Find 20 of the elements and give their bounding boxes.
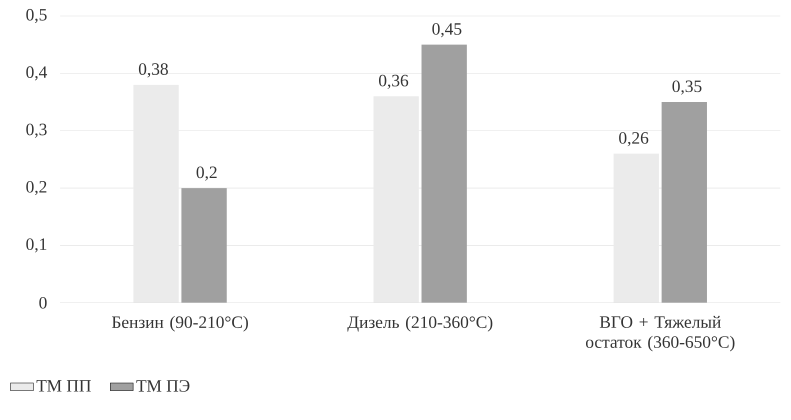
data-label: 0,35 bbox=[672, 80, 702, 95]
data-label: 0,45 bbox=[432, 23, 462, 38]
x-tick-label: ВГО + Тяжелый остаток (360-650°C) bbox=[586, 316, 734, 352]
y-tick-label: 0 bbox=[39, 296, 47, 309]
y-tick-label: 0,5 bbox=[26, 8, 47, 24]
data-label: 0,36 bbox=[379, 74, 408, 89]
bar bbox=[662, 102, 707, 303]
x-tick-label: Дизель (210-360°C) bbox=[347, 316, 492, 332]
data-label: 0,2 bbox=[196, 166, 217, 181]
y-tick-label: 0,4 bbox=[26, 66, 48, 80]
x-tick-label: Бензин (90-210°C) bbox=[112, 316, 248, 332]
legend-label: ТМ ПП bbox=[36, 380, 91, 392]
y-tick-label: 0,3 bbox=[26, 124, 47, 138]
bar bbox=[181, 188, 227, 303]
data-label: 0,38 bbox=[138, 63, 168, 78]
bar bbox=[422, 44, 467, 303]
legend-label: ТМ ПЭ bbox=[136, 380, 190, 392]
data-label: 0,26 bbox=[619, 132, 648, 146]
y-tick-label: 0,1 bbox=[26, 238, 46, 252]
y-tick-label: 0,2 bbox=[26, 180, 46, 196]
